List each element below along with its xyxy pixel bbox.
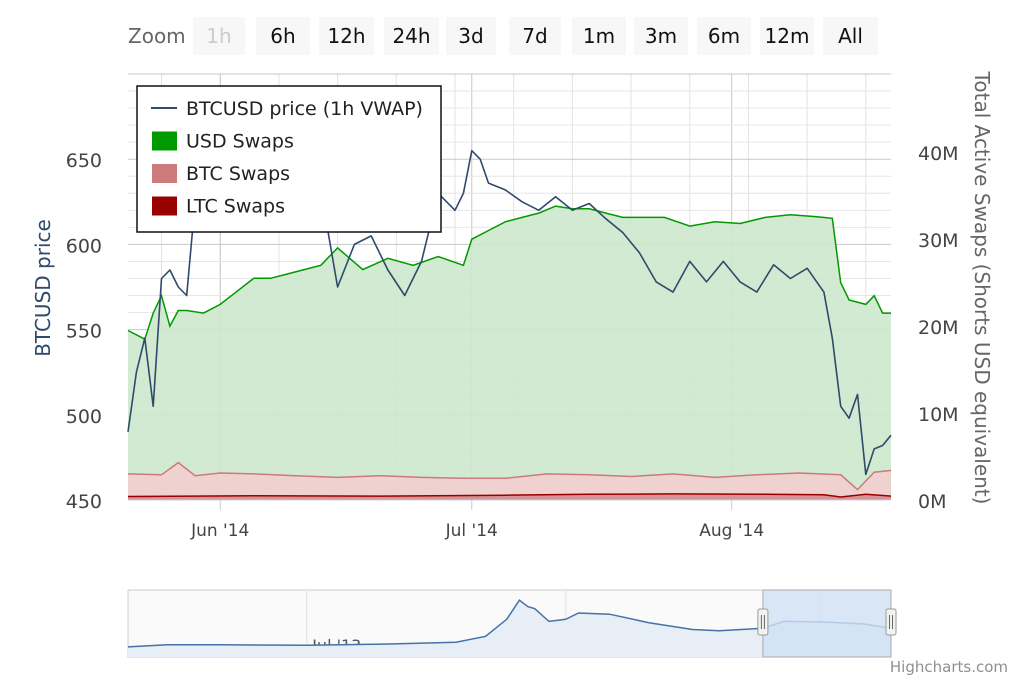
usd-swaps-area (128, 206, 891, 500)
x-tick-label: Jul '14 (445, 521, 498, 541)
btc-swaps-area (128, 462, 891, 500)
legend-swatch (152, 164, 177, 183)
y-right-tick-label: 0M (918, 491, 946, 513)
legend-item-label[interactable]: LTC Swaps (186, 196, 285, 218)
y-left-tick-label: 550 (66, 321, 102, 343)
zoom-button-3m[interactable]: 3m (634, 17, 688, 55)
ltc-swaps-line (127, 493, 892, 498)
x-tick-label: Jun '14 (190, 521, 249, 541)
zoom-button-12h[interactable]: 12h (319, 17, 374, 55)
navigator-handle-right[interactable] (885, 608, 897, 636)
legend-item-label[interactable]: USD Swaps (186, 131, 294, 153)
y-right-tick-label: 10M (918, 404, 959, 426)
y-right-tick-label: 40M (918, 143, 959, 165)
y-right-tick-label: 30M (918, 230, 959, 252)
legend-swatch (152, 131, 177, 151)
axes: Jun '14 Jul '14 Aug '14 450 500 550 600 650 0M 10… (66, 143, 959, 541)
y-right-tick-label: 20M (918, 317, 959, 339)
zoom-label: Zoom (128, 24, 186, 48)
zoom-button-1m[interactable]: 1m (572, 17, 626, 55)
legend-box (136, 85, 442, 233)
navigator-handle-left[interactable] (757, 608, 769, 636)
legend: BTCUSD price (1h VWAP) USD Swaps BTC Swaps… (136, 85, 442, 233)
navigator-series-area (128, 600, 891, 657)
navigator-selected-range[interactable] (762, 589, 892, 658)
zoom-button-24h[interactable]: 24h (384, 17, 439, 55)
y-left-tick-label: 450 (66, 491, 102, 513)
btc-swaps-line (127, 461, 892, 491)
y-axis-title-right: Total Active Swaps (Shorts USD equivalen… (970, 71, 994, 505)
x-tick-label: Aug '14 (699, 521, 764, 541)
legend-item-label[interactable]: BTC Swaps (186, 163, 290, 185)
zoom-button-1h[interactable]: 1h (193, 17, 245, 55)
zoom-button-6m[interactable]: 6m (697, 17, 751, 55)
y-axis-title-left: BTCUSD price (31, 219, 55, 357)
zoom-button-6h[interactable]: 6h (256, 17, 310, 55)
zoom-button-all[interactable]: All (823, 17, 878, 55)
y-left-tick-label: 650 (66, 150, 102, 172)
usd-swaps-line (127, 205, 891, 341)
y-left-tick-label: 500 (66, 406, 102, 428)
y-left-tick-label: 600 (66, 235, 102, 257)
legend-swatch (152, 196, 177, 216)
zoom-button-7d[interactable]: 7d (509, 17, 561, 55)
highcharts-credit[interactable]: Highcharts.com (889, 658, 1008, 676)
zoom-button-3d[interactable]: 3d (446, 17, 496, 55)
axis-labels: BTCUSD price Total Active Swaps (Shorts … (31, 71, 994, 505)
zoom-button-12m[interactable]: 12m (760, 17, 814, 55)
ltc-swaps-area (128, 493, 891, 500)
series-areas (127, 205, 892, 500)
legend-item-label[interactable]: BTCUSD price (1h VWAP) (186, 98, 423, 120)
